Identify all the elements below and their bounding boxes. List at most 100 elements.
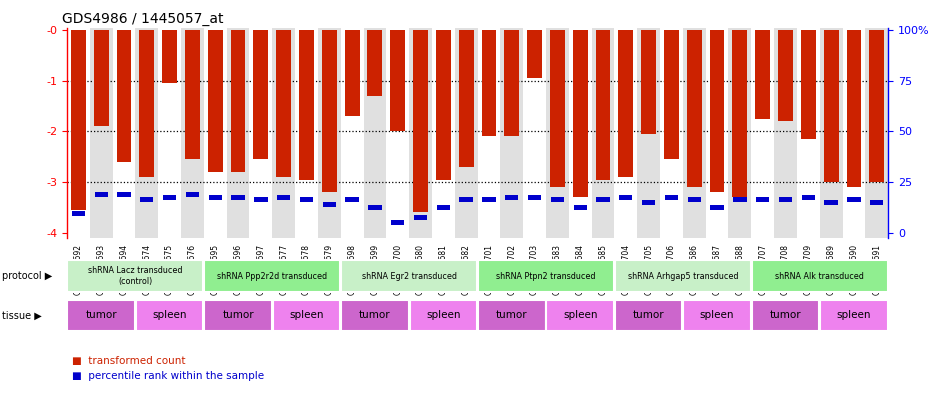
Bar	[391, 220, 405, 225]
Text: tumor: tumor	[496, 310, 527, 320]
Bar	[136, 28, 158, 238]
Text: shRNA Ppp2r2d transduced: shRNA Ppp2r2d transduced	[218, 272, 327, 281]
Bar	[163, 195, 177, 200]
Text: ■  percentile rank within the sample: ■ percentile rank within the sample	[72, 371, 264, 382]
Bar	[641, 30, 656, 134]
Bar	[865, 28, 888, 238]
Bar	[295, 28, 318, 238]
Bar	[477, 28, 500, 238]
FancyBboxPatch shape	[615, 300, 683, 331]
Text: tumor: tumor	[222, 310, 254, 320]
Bar	[660, 28, 683, 238]
Bar	[409, 28, 432, 238]
Bar	[774, 28, 797, 238]
Bar	[615, 28, 637, 238]
Bar	[254, 197, 268, 202]
Bar	[276, 30, 291, 177]
Text: shRNA Arhgap5 transduced: shRNA Arhgap5 transduced	[628, 272, 738, 281]
Text: tumor: tumor	[86, 310, 117, 320]
Text: spleen: spleen	[153, 310, 187, 320]
Bar	[67, 28, 90, 238]
Bar	[483, 197, 496, 202]
Bar	[249, 28, 272, 238]
Bar	[733, 197, 747, 202]
Bar	[847, 197, 860, 202]
FancyBboxPatch shape	[67, 261, 204, 292]
Bar	[158, 28, 181, 238]
Bar	[345, 30, 360, 116]
Bar	[683, 28, 706, 238]
Bar	[90, 28, 113, 238]
Text: GDS4986 / 1445057_at: GDS4986 / 1445057_at	[62, 12, 224, 26]
Text: protocol ▶: protocol ▶	[2, 271, 52, 281]
Text: shRNA Lacz transduced
(control): shRNA Lacz transduced (control)	[88, 266, 182, 286]
Bar	[637, 28, 660, 238]
FancyBboxPatch shape	[67, 300, 135, 331]
Bar	[524, 28, 546, 238]
Bar	[802, 195, 815, 200]
Bar	[459, 197, 472, 202]
Bar	[870, 200, 883, 205]
Bar	[733, 30, 748, 197]
Bar	[505, 195, 518, 200]
FancyBboxPatch shape	[409, 300, 477, 331]
Bar	[569, 28, 591, 238]
Bar	[546, 28, 569, 238]
Text: tissue ▶: tissue ▶	[2, 310, 42, 320]
Bar	[728, 28, 751, 238]
Text: tumor: tumor	[770, 310, 802, 320]
Bar	[227, 28, 249, 238]
Bar	[186, 192, 199, 197]
Bar	[116, 30, 131, 162]
Bar	[140, 30, 154, 177]
Bar	[687, 197, 701, 202]
Bar	[231, 30, 246, 172]
Bar	[254, 30, 268, 159]
Bar	[299, 30, 314, 180]
Bar	[413, 30, 428, 213]
Bar	[756, 197, 769, 202]
Text: tumor: tumor	[632, 310, 664, 320]
Bar	[208, 195, 222, 200]
Bar	[113, 28, 136, 238]
Text: tumor: tumor	[359, 310, 391, 320]
Bar	[323, 202, 336, 208]
Bar	[573, 30, 588, 197]
Bar	[207, 30, 222, 172]
Bar	[711, 205, 724, 210]
Bar	[232, 195, 245, 200]
FancyBboxPatch shape	[547, 300, 614, 331]
Bar	[687, 30, 701, 187]
Bar	[386, 28, 409, 238]
Bar	[72, 211, 85, 216]
Text: spleen: spleen	[426, 310, 460, 320]
Bar	[504, 30, 519, 136]
Bar	[595, 30, 610, 180]
Text: spleen: spleen	[563, 310, 597, 320]
Bar	[272, 28, 295, 238]
Text: shRNA Alk transduced: shRNA Alk transduced	[776, 272, 864, 281]
Bar	[340, 28, 364, 238]
Bar	[825, 200, 838, 205]
FancyBboxPatch shape	[751, 261, 888, 292]
FancyBboxPatch shape	[820, 300, 888, 331]
FancyBboxPatch shape	[478, 261, 614, 292]
Text: shRNA Ptpn2 transduced: shRNA Ptpn2 transduced	[497, 272, 596, 281]
Bar	[751, 28, 774, 238]
Bar	[277, 195, 290, 200]
Bar	[500, 28, 524, 238]
Bar	[591, 28, 615, 238]
FancyBboxPatch shape	[272, 300, 340, 331]
Bar	[458, 30, 473, 167]
Bar	[432, 28, 455, 238]
Bar	[185, 30, 200, 159]
Bar	[846, 30, 861, 187]
FancyBboxPatch shape	[751, 300, 819, 331]
Bar	[318, 28, 340, 238]
FancyBboxPatch shape	[478, 300, 546, 331]
Bar	[710, 30, 724, 192]
Bar	[181, 28, 204, 238]
Bar	[391, 30, 405, 131]
Bar	[778, 197, 792, 202]
Bar	[364, 28, 386, 238]
